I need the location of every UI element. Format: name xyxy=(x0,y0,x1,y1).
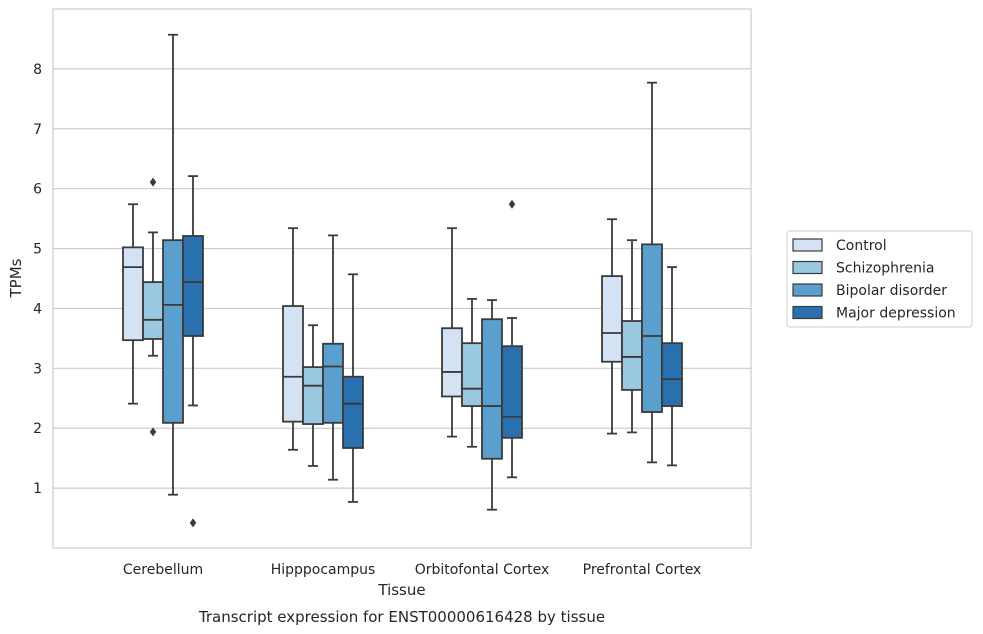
legend-label: Schizophrenia xyxy=(836,261,934,277)
box-iqr xyxy=(621,320,643,391)
y-tick-label: 8 xyxy=(33,62,42,78)
legend: Control Schizophrenia Bipolar disorder Majo… xyxy=(786,230,973,328)
box-plot-marks xyxy=(122,33,683,528)
x-axis-ticks: Cerebellum Hipppocampus Orbitofontal Corte… xyxy=(123,562,701,578)
box-iqr xyxy=(162,239,184,424)
y-tick-label: 4 xyxy=(33,301,42,317)
legend-swatch xyxy=(792,283,823,297)
box-schizophrenia-2 xyxy=(461,297,483,448)
x-tick-label: Prefrontal Cortex xyxy=(583,562,702,578)
legend-frame xyxy=(786,230,973,328)
outlier-point xyxy=(189,518,197,528)
box-schizophrenia-1 xyxy=(302,324,324,467)
outlier-point xyxy=(149,427,157,437)
x-tick-label: Hipppocampus xyxy=(271,562,376,578)
outlier-point xyxy=(508,199,516,209)
legend-swatch xyxy=(792,238,823,252)
box-iqr xyxy=(661,342,683,407)
chart-caption: Transcript expression for ENST0000061642… xyxy=(198,608,605,626)
box-iqr xyxy=(461,342,483,407)
box-iqr xyxy=(641,243,663,413)
y-tick-label: 2 xyxy=(33,421,42,437)
box-control-3 xyxy=(601,218,623,435)
y-tick-label: 6 xyxy=(33,182,42,198)
x-tick-label: Orbitofontal Cortex xyxy=(415,562,550,578)
box-bipolar-disorder-2 xyxy=(481,299,503,511)
y-tick-label: 3 xyxy=(33,361,42,377)
legend-swatch xyxy=(792,260,823,275)
box-iqr xyxy=(322,342,344,424)
box-iqr xyxy=(342,375,364,449)
box-major-depression-2 xyxy=(501,199,523,479)
box-iqr xyxy=(182,235,204,337)
x-tick-label: Cerebellum xyxy=(123,562,203,578)
box-major-depression-3 xyxy=(661,266,683,467)
box-major-depression-0 xyxy=(182,175,204,528)
box-iqr xyxy=(142,281,164,340)
outlier-point xyxy=(149,177,157,187)
box-iqr xyxy=(441,327,463,398)
legend-label: Control xyxy=(836,238,887,254)
y-tick-label: 5 xyxy=(33,242,42,258)
y-axis-ticks: 1 2 3 4 5 6 7 8 xyxy=(33,62,42,497)
y-tick-label: 1 xyxy=(33,481,42,497)
box-iqr xyxy=(601,275,623,363)
box-iqr xyxy=(122,246,144,342)
box-schizophrenia-3 xyxy=(621,239,643,434)
box-bipolar-disorder-1 xyxy=(322,234,344,481)
legend-label: Bipolar disorder xyxy=(836,283,947,299)
legend-label: Major depression xyxy=(836,306,956,322)
box-control-0 xyxy=(122,203,144,405)
box-bipolar-disorder-3 xyxy=(641,81,663,464)
box-control-2 xyxy=(441,227,463,438)
legend-swatch xyxy=(792,305,823,320)
plot-frame xyxy=(52,8,752,549)
box-iqr xyxy=(282,305,304,423)
box-iqr xyxy=(481,318,503,460)
x-axis-label: Tissue xyxy=(377,581,425,599)
box-iqr xyxy=(501,345,523,439)
box-bipolar-disorder-0 xyxy=(162,33,184,496)
box-control-1 xyxy=(282,227,304,451)
box-schizophrenia-0 xyxy=(142,177,164,437)
box-iqr xyxy=(302,366,324,425)
y-tick-label: 7 xyxy=(33,122,42,138)
y-axis-label: TPMs xyxy=(7,258,25,298)
box-major-depression-1 xyxy=(342,273,364,503)
